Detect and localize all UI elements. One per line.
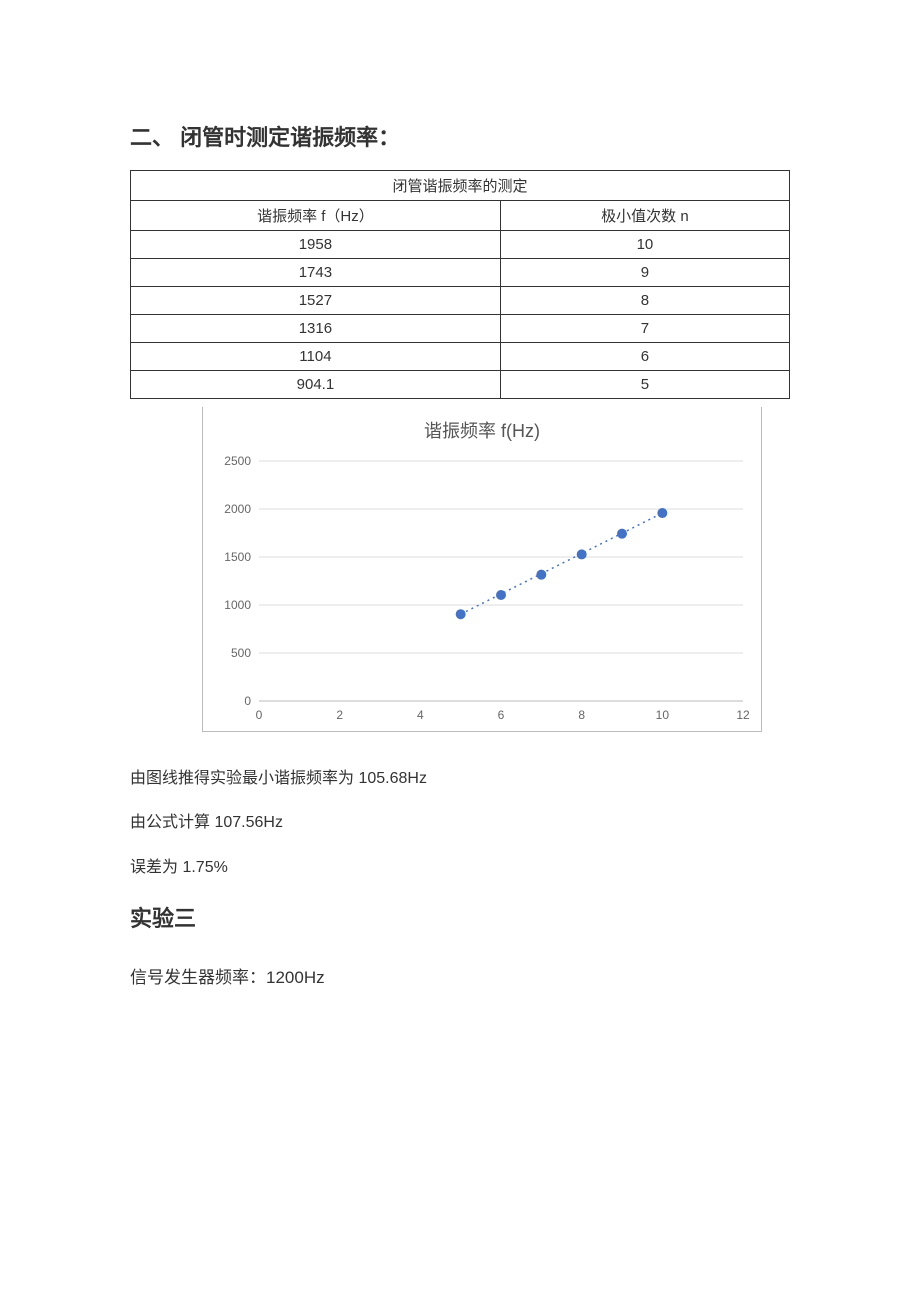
svg-text:2000: 2000 bbox=[224, 502, 251, 516]
results-block: 由图线推得实验最小谐振频率为 105.68Hz 由公式计算 107.56Hz 误… bbox=[130, 768, 790, 879]
table-row: 13167 bbox=[131, 315, 790, 343]
table-row: 11046 bbox=[131, 343, 790, 371]
svg-text:10: 10 bbox=[656, 708, 670, 722]
svg-text:6: 6 bbox=[498, 708, 505, 722]
chart-title: 谐振频率 f(Hz) bbox=[203, 417, 761, 443]
svg-text:1000: 1000 bbox=[224, 598, 251, 612]
result-line: 误差为 1.75% bbox=[130, 857, 790, 879]
svg-text:0: 0 bbox=[256, 708, 263, 722]
svg-text:1500: 1500 bbox=[224, 550, 251, 564]
svg-text:8: 8 bbox=[578, 708, 585, 722]
section-heading: 二、 闭管时测定谐振频率： bbox=[130, 120, 790, 152]
svg-text:2: 2 bbox=[336, 708, 343, 722]
svg-text:2500: 2500 bbox=[224, 454, 251, 468]
table-row: 904.15 bbox=[131, 371, 790, 399]
table-col-header: 极小值次数 n bbox=[500, 201, 789, 231]
svg-text:500: 500 bbox=[231, 646, 251, 660]
svg-text:4: 4 bbox=[417, 708, 424, 722]
result-line: 由公式计算 107.56Hz bbox=[130, 812, 790, 834]
svg-text:0: 0 bbox=[244, 694, 251, 708]
table-row: 15278 bbox=[131, 287, 790, 315]
table-row: 17439 bbox=[131, 259, 790, 287]
chart-container: 谐振频率 f(Hz) 0 500 1000 1500 2000 2500 0 2 4 6 8 10 12 bbox=[202, 407, 762, 732]
data-table: 闭管谐振频率的测定 谐振频率 f（Hz） 极小值次数 n 195810 1743… bbox=[130, 170, 790, 399]
table-col-header: 谐振频率 f（Hz） bbox=[131, 201, 501, 231]
table-row: 195810 bbox=[131, 231, 790, 259]
svg-text:12: 12 bbox=[736, 708, 750, 722]
experiment3-title: 实验三 bbox=[130, 901, 790, 933]
result-line: 由图线推得实验最小谐振频率为 105.68Hz bbox=[130, 768, 790, 790]
table-title: 闭管谐振频率的测定 bbox=[131, 171, 790, 201]
scatter-chart: 0 500 1000 1500 2000 2500 0 2 4 6 8 10 12 bbox=[203, 451, 763, 731]
signal-frequency: 信号发生器频率：1200Hz bbox=[130, 963, 790, 988]
